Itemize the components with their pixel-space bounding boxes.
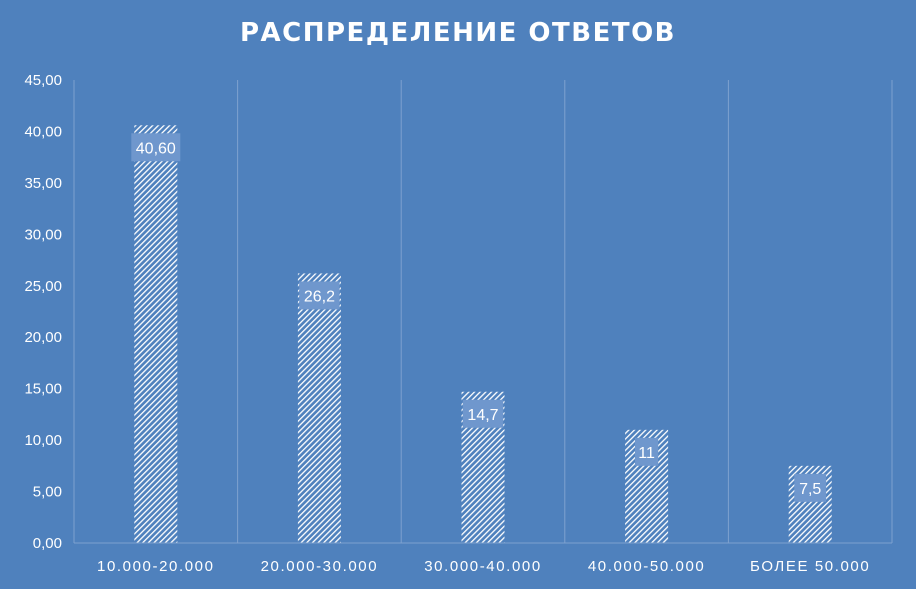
data-label: 7,5 xyxy=(799,481,821,498)
bar xyxy=(297,273,341,543)
y-tick-label: 0,00 xyxy=(33,535,62,552)
x-tick-label: 10.000-20.000 xyxy=(97,558,215,575)
y-tick-label: 35,00 xyxy=(24,175,62,192)
data-label-box xyxy=(131,133,181,162)
y-tick-label: 30,00 xyxy=(24,226,62,243)
data-label-box xyxy=(299,281,340,310)
x-tick-label: 30.000-40.000 xyxy=(424,558,542,575)
data-label: 11 xyxy=(638,445,655,462)
data-label: 14,7 xyxy=(467,407,498,424)
x-tick-label: 20.000-30.000 xyxy=(261,558,379,575)
data-label: 26,2 xyxy=(304,288,335,305)
y-tick-label: 10,00 xyxy=(24,432,62,449)
bar xyxy=(134,125,178,543)
data-label-box xyxy=(462,399,504,428)
y-tick-label: 5,00 xyxy=(33,484,62,501)
data-label-box xyxy=(794,473,827,502)
y-tick-label: 40,00 xyxy=(24,123,62,140)
y-tick-label: 25,00 xyxy=(24,278,62,295)
chart-title: РАСПРЕДЕЛЕНИЕ ОТВЕТОВ xyxy=(239,18,676,48)
x-tick-label: 40.000-50.000 xyxy=(588,558,706,575)
y-tick-label: 15,00 xyxy=(24,381,62,398)
x-tick-label: БОЛЕЕ 50.000 xyxy=(750,558,870,575)
data-label-box xyxy=(635,437,659,466)
y-tick-label: 20,00 xyxy=(24,329,62,346)
data-label: 40,60 xyxy=(136,140,176,157)
y-tick-label: 45,00 xyxy=(24,72,62,89)
